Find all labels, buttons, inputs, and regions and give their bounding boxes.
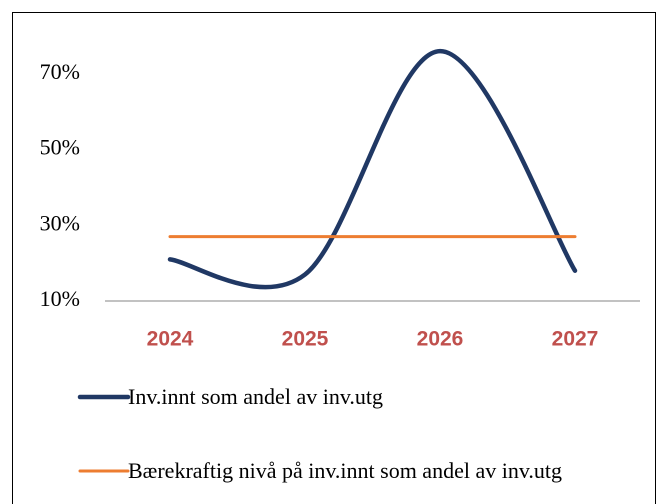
- series-line: [167, 48, 578, 290]
- y-tick-label: 70%: [40, 59, 80, 84]
- x-tick-label: 2027: [552, 328, 599, 351]
- chart-border: [12, 12, 656, 504]
- y-tick-label: 50%: [40, 135, 80, 160]
- legend-label: Bærekraftig nivå på inv.innt som andel a…: [128, 458, 563, 483]
- y-tick-label: 30%: [40, 210, 80, 235]
- x-tick-label: 2024: [147, 328, 194, 351]
- legend-label: Inv.innt som andel av inv.utg: [128, 384, 383, 409]
- y-tick-label: 10%: [40, 286, 80, 311]
- x-tick-label: 2026: [417, 328, 464, 351]
- x-tick-label: 2025: [282, 328, 329, 351]
